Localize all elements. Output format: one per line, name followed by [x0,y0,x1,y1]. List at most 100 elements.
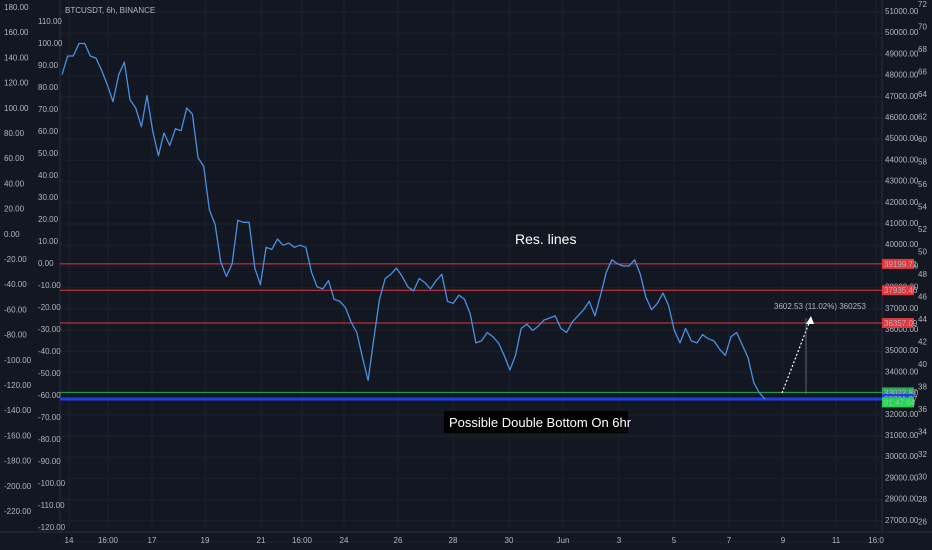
left-axis-tick: -220.00 [4,507,32,516]
time-axis[interactable]: 14 16:00 17 19 21 16:00 24 26 28 30 Jun 3 5 7 9 11 16:0 [65,536,885,545]
time-axis-tick: 30 [505,536,514,545]
time-axis-tick: 24 [340,536,349,545]
time-axis-tick: 14 [65,536,74,545]
left-axis-tick-secondary: -100.00 [38,479,66,488]
time-axis-tick: 16:0 [868,536,884,545]
level-badge [882,258,914,269]
left-axis-tick: 100.00 [4,104,29,113]
right-axis-tick-secondary: 32 [918,450,927,459]
double-bottom-annotation[interactable]: Possible Double Bottom On 6hr [449,415,632,430]
left-axis-tick-secondary: 40.00 [38,171,59,180]
time-axis-tick: Jun [557,536,570,545]
level-badge-label: 36357.09 [884,319,918,328]
left-axis-tick-secondary: 70.00 [38,105,59,114]
right-axis-tick: 42000.00 [885,198,919,207]
left-axis-tick: 60.00 [4,154,25,163]
time-axis-tick: 17 [148,536,157,545]
left-axis-tick: 140.00 [4,53,29,62]
left-axis-tick-secondary: 10.00 [38,237,59,246]
left-axis-tick-secondary: -90.00 [38,457,61,466]
time-axis-tick: 26 [394,536,403,545]
left-axis-tick: 180.00 [4,3,29,12]
horizontal-levels[interactable]: 39199.7137935.4636357.0933022.8732701.37… [60,258,918,408]
left-axis-tick: -200.00 [4,482,32,491]
time-axis-tick: 19 [201,536,210,545]
left-axis-tick-secondary: 110.00 [38,17,62,26]
left-axis-tick-secondary: -40.00 [38,347,61,356]
right-axis-tick: 28000.00 [885,495,919,504]
left-axis[interactable]: 180.00 160.00 140.00 120.00 100.00 80.00 60.00… [4,3,32,516]
right-axis-tick: 48000.00 [885,71,919,80]
right-axis-tick: 27000.00 [885,516,919,525]
time-axis-tick: 9 [781,536,786,545]
right-axis-tick-secondary: 36 [918,405,927,414]
left-axis-tick-secondary: -80.00 [38,435,61,444]
right-axis-tick: 43000.00 [885,177,919,186]
measure-tool[interactable]: 3602.53 (11.02%) 360253 [774,302,866,394]
right-axis-tick-secondary: 54 [918,203,927,212]
time-axis-tick: 3 [617,536,622,545]
left-axis-tick: 0.00 [4,230,20,239]
left-axis-secondary[interactable]: 110.00 100.00 90.00 80.00 70.00 60.00 50.00 40.… [38,17,66,532]
right-axis-tick-secondary: 58 [918,158,927,167]
right-axis-tick: 51000.00 [885,7,919,16]
right-axis-tick: 49000.00 [885,49,919,58]
right-axis-tick: 36000.00 [885,325,919,334]
right-axis-tick-secondary: 60 [918,135,927,144]
left-axis-tick: 120.00 [4,79,29,88]
level-badge-label: 39199.71 [884,260,918,269]
right-axis-tick-secondary: 56 [918,180,927,189]
time-axis-tick: 28 [449,536,458,545]
right-axis-tick: 40000.00 [885,240,919,249]
right-axis-tick-secondary: 68 [918,45,927,54]
right-axis-tick: 29000.00 [885,473,919,482]
right-axis-tick-secondary: 44 [918,315,927,324]
time-axis-tick: 5 [672,536,677,545]
left-axis-tick: -140.00 [4,406,32,415]
right-axis-tick-secondary: 62 [918,113,927,122]
time-axis-tick: 7 [727,536,732,545]
right-axis-tick: 32000.00 [885,410,919,419]
grid [60,0,882,543]
measure-label: 3602.53 (11.02%) 360253 [774,302,866,311]
right-axis-tick-secondary: 72 [918,0,927,9]
right-axis-tick-secondary: 50 [918,248,927,257]
level-badge [882,387,914,398]
left-axis-tick-secondary: 50.00 [38,149,59,158]
left-axis-tick-secondary: 20.00 [38,215,59,224]
left-axis-tick-secondary: -70.00 [38,413,61,422]
left-axis-tick: -120.00 [4,381,32,390]
right-axis-tick-secondary: 28 [918,495,927,504]
level-badge-label: 37935.46 [884,286,918,295]
right-axis-tick-secondary: 70 [918,23,927,32]
res-lines-annotation[interactable]: Res. lines [515,231,576,247]
right-axis-tick: 35000.00 [885,346,919,355]
left-axis-tick-secondary: -50.00 [38,369,61,378]
right-axis-tick: 31000.00 [885,431,919,440]
left-axis-tick-secondary: -60.00 [38,391,61,400]
right-axis-tick-secondary: 66 [918,68,927,77]
right-axis-tick-secondary: 38 [918,383,927,392]
left-axis-tick: 20.00 [4,205,25,214]
right-axis-tick: 30000.00 [885,452,919,461]
level-badge [882,285,914,296]
right-axis-tick: 37000.00 [885,304,919,313]
level-badge [882,318,914,329]
left-axis-tick-secondary: 0.00 [38,259,54,268]
right-axis-tick: 50000.00 [885,28,919,37]
right-axis-tick-secondary: 30 [918,473,927,482]
right-axis-secondary[interactable]: 72 70 68 66 64 62 60 58 56 54 52 50 48 46 44 42 40 38 36 34… [918,0,927,527]
countdown-label: 01:47:04 [884,398,916,407]
right-axis-tick-secondary: 26 [918,518,927,527]
time-axis-tick: 16:00 [98,536,119,545]
left-axis-tick: 40.00 [4,179,25,188]
measure-arrow-head [806,316,814,324]
left-axis-tick: 80.00 [4,129,25,138]
measure-dotted-line [781,317,812,394]
time-axis-tick: 21 [257,536,266,545]
right-axis-tick-secondary: 46 [918,293,927,302]
left-axis-tick-secondary: 30.00 [38,193,59,202]
left-axis-tick: -40.00 [4,280,27,289]
